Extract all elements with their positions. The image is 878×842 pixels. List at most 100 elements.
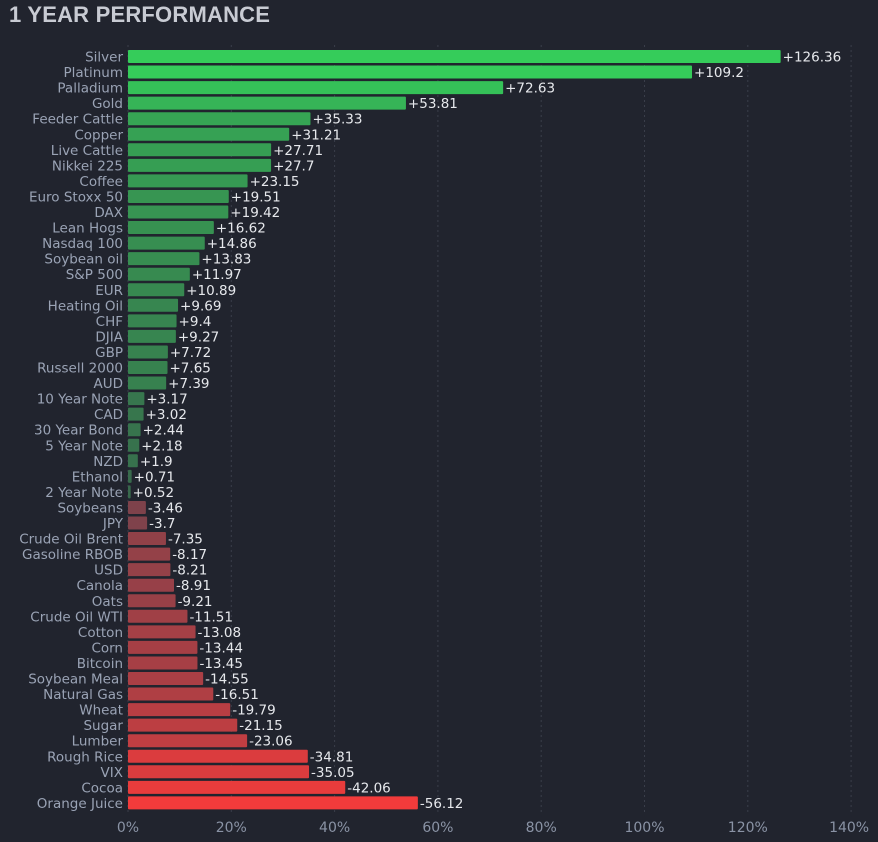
category-label-cotton: Cotton: [78, 625, 123, 641]
bar-eur[interactable]: [128, 283, 185, 297]
value-label-sugar: -21.15: [239, 718, 283, 734]
x-tick-label: 120%: [728, 820, 768, 836]
bar-gbp[interactable]: [128, 345, 168, 359]
bar-cocoa[interactable]: [128, 780, 346, 794]
bar-heating-oil[interactable]: [128, 298, 179, 312]
value-label-cad: +3.02: [146, 407, 187, 423]
bar-russell-2000[interactable]: [128, 361, 168, 374]
bar-silver[interactable]: [128, 50, 781, 63]
bar-djia[interactable]: [128, 329, 176, 343]
value-label-nasdaq-100: +14.86: [207, 236, 257, 252]
bar-30-year-bond[interactable]: [128, 423, 141, 437]
category-label-eur: EUR: [95, 283, 123, 299]
value-label-aud: +7.39: [168, 376, 209, 392]
value-label-feeder-cattle: +35.33: [312, 112, 362, 128]
bar-crude-oil-wti[interactable]: [128, 609, 188, 623]
bar-canola[interactable]: [128, 578, 175, 592]
x-tick-label: 0%: [117, 820, 139, 836]
bar-live-cattle[interactable]: [128, 143, 272, 157]
labels: Silver +126.36 Platinum +109.2 Palladium +72.…: [19, 50, 841, 812]
bar-sugar[interactable]: [128, 718, 238, 732]
bar-2-year-note[interactable]: [128, 485, 131, 499]
bar-cad[interactable]: [128, 407, 144, 421]
category-label-usd: USD: [94, 563, 123, 579]
bar-cotton[interactable]: [128, 625, 196, 639]
category-label-nikkei-225: Nikkei 225: [52, 158, 123, 174]
bar-lumber[interactable]: [128, 734, 248, 748]
value-label-30-year-bond: +2.44: [143, 423, 184, 439]
value-label-cocoa: -42.06: [347, 780, 391, 796]
bar-natural-gas[interactable]: [128, 687, 214, 701]
bar-oats[interactable]: [128, 594, 176, 608]
x-axis-ticks: 0% 20% 40% 60% 80% 100% 120% 140%: [117, 820, 869, 836]
value-label-copper: +31.21: [291, 127, 341, 143]
category-label-gold: Gold: [92, 96, 123, 112]
value-label-gasoline-rbob: -8.17: [172, 547, 207, 563]
value-label-soybean-meal: -14.55: [205, 672, 249, 688]
value-label-lean-hogs: +16.62: [216, 221, 266, 237]
category-label-soybean-meal: Soybean Meal: [28, 672, 123, 688]
bar-gold[interactable]: [128, 96, 406, 110]
bar-platinum[interactable]: [128, 65, 693, 79]
bar-wheat[interactable]: [128, 703, 231, 717]
category-label-30-year-bond: 30 Year Bond: [34, 423, 123, 439]
value-label-ethanol: +0.71: [134, 469, 175, 485]
value-label-oats: -9.21: [178, 594, 213, 610]
category-label-sandp-500: S&P 500: [66, 267, 123, 283]
value-label-gbp: +7.72: [170, 345, 211, 361]
bar-bitcoin[interactable]: [128, 656, 198, 670]
value-label-heating-oil: +9.69: [180, 298, 221, 314]
value-label-jpy: -3.7: [149, 516, 175, 532]
category-label-feeder-cattle: Feeder Cattle: [32, 112, 123, 128]
category-label-dax: DAX: [94, 205, 123, 221]
bar-rough-rice[interactable]: [128, 749, 308, 763]
bar-crude-oil-brent[interactable]: [128, 532, 166, 546]
bar-coffee[interactable]: [128, 174, 248, 188]
category-label-chf: CHF: [96, 314, 123, 330]
bar-10-year-note[interactable]: [128, 392, 145, 406]
category-label-coffee: Coffee: [79, 174, 123, 190]
bar-soybeans[interactable]: [128, 500, 146, 514]
bar-corn[interactable]: [128, 640, 198, 654]
bar-palladium[interactable]: [128, 81, 504, 95]
bar-copper[interactable]: [128, 127, 290, 141]
bar-orange-juice[interactable]: [128, 796, 418, 810]
bars: [128, 50, 781, 810]
category-label-canola: Canola: [76, 578, 123, 594]
category-label-djia: DJIA: [95, 329, 123, 345]
category-label-cocoa: Cocoa: [81, 780, 123, 796]
x-tick-label: 100%: [624, 820, 664, 836]
bar-usd[interactable]: [128, 563, 171, 577]
value-label-natural-gas: -16.51: [215, 687, 259, 703]
category-label-heating-oil: Heating Oil: [48, 298, 123, 314]
bar-gasoline-rbob[interactable]: [128, 547, 171, 561]
category-label-soybeans: Soybeans: [57, 500, 123, 516]
bar-nikkei-225[interactable]: [128, 158, 272, 172]
bar-vix[interactable]: [128, 765, 310, 779]
category-label-gasoline-rbob: Gasoline RBOB: [22, 547, 123, 563]
bar-chf[interactable]: [128, 314, 177, 328]
category-label-rough-rice: Rough Rice: [47, 749, 123, 765]
value-label-nzd: +1.9: [140, 454, 173, 470]
bar-dax[interactable]: [128, 205, 229, 219]
bar-soybean-oil[interactable]: [128, 252, 200, 266]
bar-euro-stoxx-50[interactable]: [128, 189, 229, 203]
bar-feeder-cattle[interactable]: [128, 112, 311, 126]
x-tick-label: 20%: [216, 820, 247, 836]
category-label-ethanol: Ethanol: [72, 469, 123, 485]
bar-ethanol[interactable]: [128, 469, 132, 483]
bar-jpy[interactable]: [128, 516, 148, 530]
category-label-live-cattle: Live Cattle: [51, 143, 123, 159]
value-label-bitcoin: -13.45: [199, 656, 243, 672]
bar-soybean-meal[interactable]: [128, 672, 204, 685]
bar-aud[interactable]: [128, 376, 167, 390]
category-label-bitcoin: Bitcoin: [77, 656, 123, 672]
value-label-corn: -13.44: [199, 640, 243, 656]
bar-sandp-500[interactable]: [128, 267, 190, 281]
bar-nasdaq-100[interactable]: [128, 236, 205, 250]
bar-5-year-note[interactable]: [128, 438, 140, 452]
bar-nzd[interactable]: [128, 454, 138, 468]
bar-lean-hogs[interactable]: [128, 221, 214, 235]
